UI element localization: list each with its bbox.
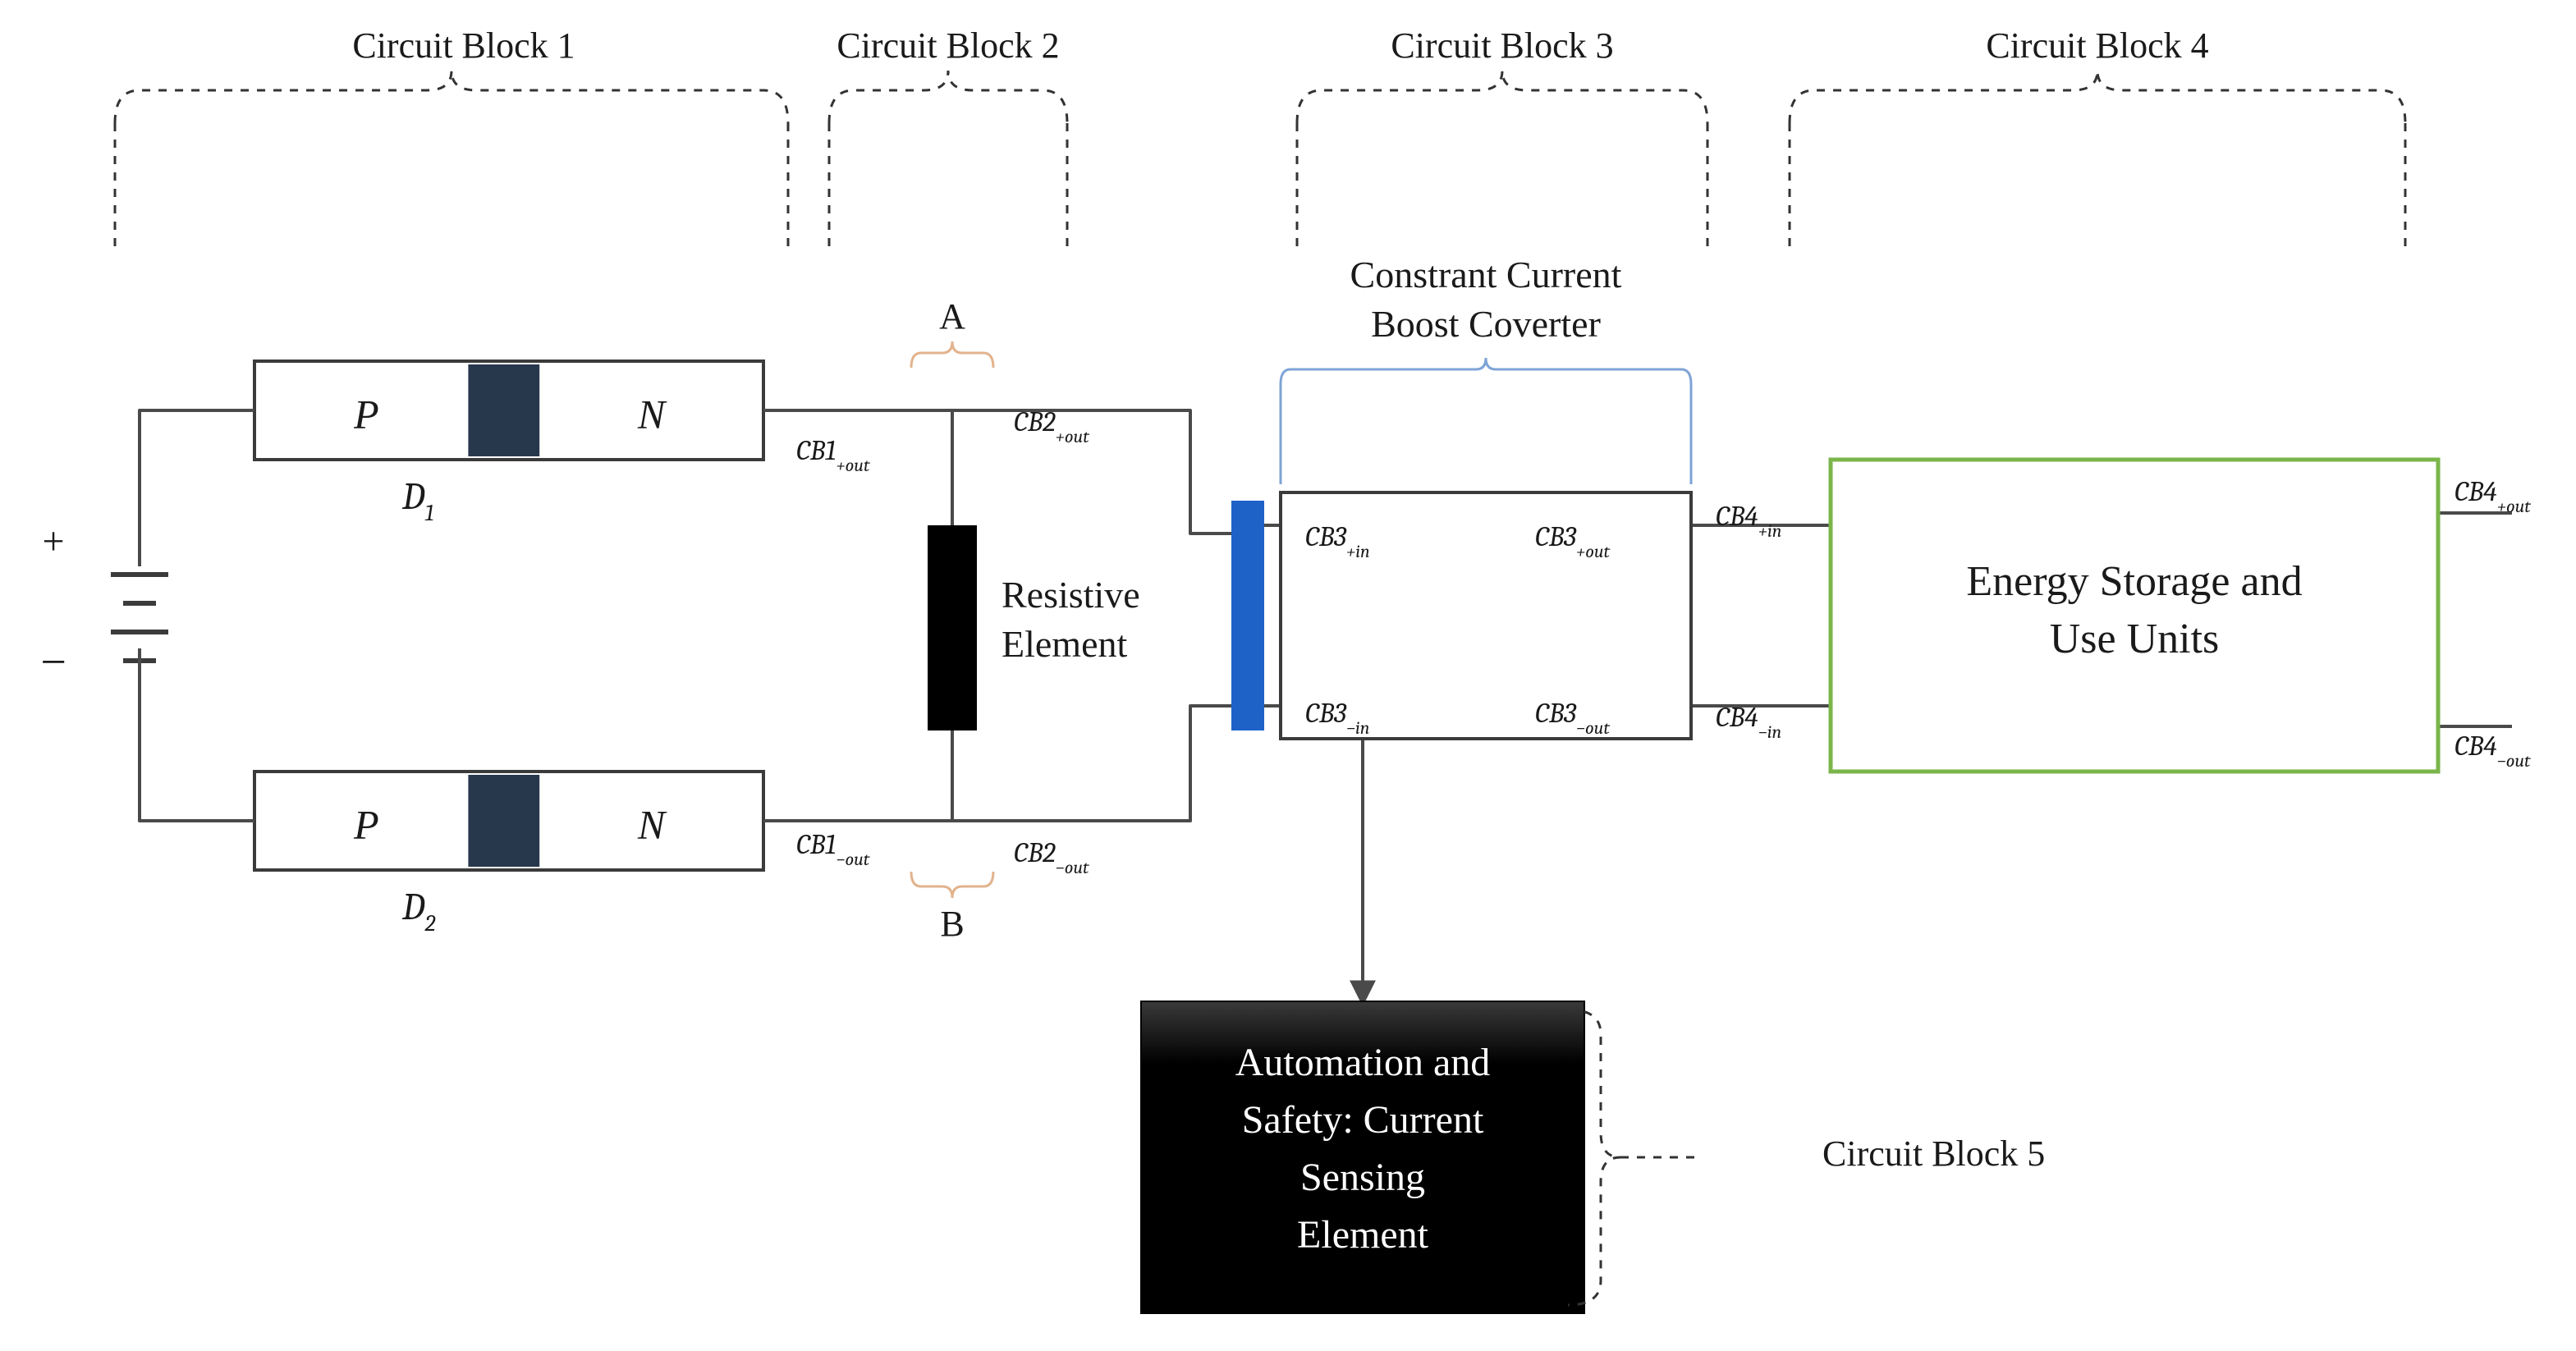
cb1-nout: CB1−out — [796, 828, 870, 870]
cb4-out-p: CB4+out — [2455, 475, 2531, 517]
diode-n: N — [637, 392, 667, 437]
battery-plus: + — [42, 520, 64, 563]
block5-text: Element — [1297, 1213, 1429, 1257]
cb3-brace — [1281, 358, 1691, 384]
cb4-out-n: CB4−out — [2455, 730, 2531, 772]
diode-p: P — [353, 802, 379, 848]
block5-text: Sensing — [1300, 1156, 1425, 1199]
svg-text:CB1−out: CB1−out — [796, 828, 870, 870]
block-brace — [115, 71, 788, 123]
cb3-title: Boost Coverter — [1371, 303, 1601, 345]
block-title: Circuit Block 1 — [352, 25, 575, 66]
wire-d1_to_batt — [140, 410, 254, 566]
cb4-label: Energy Storage and — [1966, 558, 2302, 605]
block-brace — [829, 71, 1067, 123]
block5-text: Automation and — [1235, 1041, 1491, 1084]
wire-d2_to_batt — [140, 648, 254, 821]
diode-n: N — [637, 802, 667, 848]
cb4-in-p: CB4+in — [1716, 500, 1781, 542]
node-a: A — [939, 296, 965, 337]
svg-text:CB2−out: CB2−out — [1014, 836, 1089, 878]
node-b-brace — [911, 872, 993, 898]
diode-p: P — [353, 392, 379, 437]
cb2-nout: CB2−out — [1014, 836, 1089, 878]
node-a-brace — [911, 341, 993, 368]
block-brace — [1297, 71, 1707, 123]
block-title: Circuit Block 2 — [837, 25, 1059, 66]
diode-label: D2 — [401, 886, 436, 937]
block-brace — [1790, 71, 2405, 123]
svg-text:CB4+in: CB4+in — [1716, 500, 1781, 542]
circuit-block-diagram: Circuit Block 1 Circuit Block 2 Circuit Bl… — [0, 0, 2576, 1351]
battery-minus: − — [40, 637, 66, 688]
block5-title: Circuit Block 5 — [1822, 1133, 2045, 1174]
resistor-label: Resistive — [1002, 574, 1140, 616]
node-b: B — [940, 904, 964, 944]
cb1-pout: CB1+out — [796, 434, 870, 476]
cb4-label: Use Units — [2050, 616, 2220, 662]
wire-bot_to_cb3 — [1006, 706, 1231, 821]
svg-text:CB1+out: CB1+out — [796, 434, 870, 476]
block5-text: Safety: Current — [1242, 1098, 1484, 1142]
cb3-title: Constrant Current — [1350, 254, 1622, 295]
block-title: Circuit Block 4 — [1986, 25, 2208, 66]
svg-text:CB4+out: CB4+out — [2455, 475, 2531, 517]
svg-text:CB4−out: CB4−out — [2455, 730, 2531, 772]
resistor-label: Element — [1002, 623, 1127, 665]
diode-label: D1 — [401, 475, 434, 526]
block-title: Circuit Block 3 — [1391, 25, 1613, 66]
